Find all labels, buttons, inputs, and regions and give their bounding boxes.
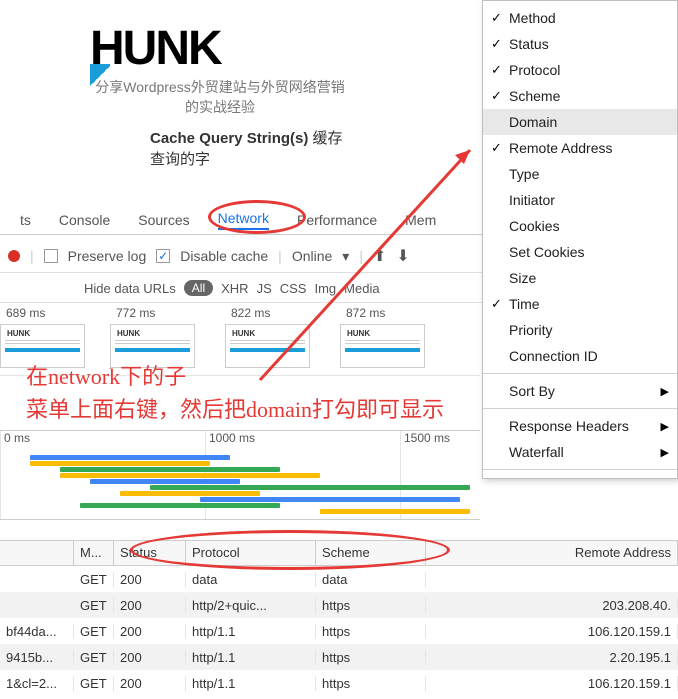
waterfall-bar	[60, 473, 320, 478]
waterfall-bar	[30, 455, 230, 460]
tab-sources[interactable]: Sources	[138, 212, 189, 228]
check-icon: ✓	[491, 296, 509, 312]
waterfall-bar	[80, 503, 280, 508]
filter-media[interactable]: Media	[344, 281, 379, 296]
waterfall-bar	[90, 479, 240, 484]
ctx-item-protocol[interactable]: ✓Protocol	[483, 57, 677, 83]
disable-cache-label: Disable cache	[180, 248, 268, 264]
record-icon[interactable]	[8, 250, 20, 262]
ctx-item-time[interactable]: ✓Time	[483, 291, 677, 317]
submenu-arrow-icon: ▶	[661, 446, 669, 459]
subtitle: Cache Query String(s) 缓存查询的字	[150, 127, 350, 169]
waterfall-bar	[60, 467, 280, 472]
annotation-line2: 菜单上面右键，然后把domain打勾即可显示	[26, 393, 486, 426]
waterfall-tick-label: 0 ms	[4, 431, 30, 445]
disable-cache-checkbox[interactable]	[156, 249, 170, 263]
ctx-item-remote-address[interactable]: ✓Remote Address	[483, 135, 677, 161]
filter-css[interactable]: CSS	[280, 281, 307, 296]
tab-ts[interactable]: ts	[20, 212, 31, 228]
table-row[interactable]: bf44da...GET200http/1.1https106.120.159.…	[0, 618, 678, 644]
waterfall-overview[interactable]: 0 ms 1000 ms 1500 ms	[0, 430, 480, 520]
ctx-group-sort-by[interactable]: Sort By▶	[483, 378, 677, 404]
thumb-label: 772 ms	[116, 306, 155, 320]
thumbnail[interactable]: HUNK	[340, 324, 425, 368]
waterfall-bar	[320, 509, 470, 514]
upload-icon[interactable]: ⬆	[373, 246, 386, 266]
table-row[interactable]: GET200http/2+quic...https203.208.40.	[0, 592, 678, 618]
col-name[interactable]	[0, 541, 74, 565]
ctx-item-cookies[interactable]: Cookies	[483, 213, 677, 239]
ctx-item-set-cookies[interactable]: Set Cookies	[483, 239, 677, 265]
ctx-group-response-headers[interactable]: Response Headers▶	[483, 413, 677, 439]
thumb-label: 689 ms	[6, 306, 45, 320]
waterfall-tick-label: 1000 ms	[209, 431, 255, 445]
thumbnail[interactable]: HUNK	[225, 324, 310, 368]
col-method[interactable]: M...	[74, 541, 114, 565]
waterfall-bar	[30, 461, 210, 466]
filter-all[interactable]: All	[184, 280, 213, 296]
submenu-arrow-icon: ▶	[661, 385, 669, 398]
header: HUNK 分享Wordpress外贸建站与外贸网络营销的实战经验 Cache Q…	[90, 25, 350, 169]
thumb-label: 822 ms	[231, 306, 270, 320]
ctx-item-status[interactable]: ✓Status	[483, 31, 677, 57]
hide-data-urls-label: Hide data URLs	[84, 281, 176, 296]
preserve-log-checkbox[interactable]	[44, 249, 58, 263]
waterfall-bar	[120, 491, 260, 496]
table-row[interactable]: 1&cl=2...GET200http/1.1https106.120.159.…	[0, 670, 678, 696]
request-rows: GET200datadataGET200http/2+quic...https2…	[0, 566, 678, 696]
col-status[interactable]: Status	[114, 541, 186, 565]
ctx-group-waterfall[interactable]: Waterfall▶	[483, 439, 677, 465]
ctx-item-domain[interactable]: Domain	[483, 109, 677, 135]
ctx-item-size[interactable]: Size	[483, 265, 677, 291]
waterfall-bar	[200, 497, 460, 502]
filter-img[interactable]: Img	[314, 281, 336, 296]
check-icon: ✓	[491, 140, 509, 156]
tab-console[interactable]: Console	[59, 212, 110, 228]
waterfall-tick-label: 1500 ms	[404, 431, 450, 445]
tab-performance[interactable]: Performance	[297, 212, 377, 228]
table-row[interactable]: GET200datadata	[0, 566, 678, 592]
throttle-dropdown-icon[interactable]: ▾	[342, 248, 349, 265]
ctx-item-method[interactable]: ✓Method	[483, 5, 677, 31]
filter-xhr[interactable]: XHR	[221, 281, 248, 296]
check-icon: ✓	[491, 36, 509, 52]
column-context-menu: ✓Method✓Status✓Protocol✓SchemeDomain✓Rem…	[482, 0, 678, 479]
tab-network[interactable]: Network	[218, 210, 269, 230]
ctx-item-priority[interactable]: Priority	[483, 317, 677, 343]
table-header[interactable]: M... Status Protocol Scheme Remote Addre…	[0, 540, 678, 566]
check-icon: ✓	[491, 88, 509, 104]
ctx-item-scheme[interactable]: ✓Scheme	[483, 83, 677, 109]
preserve-log-label: Preserve log	[68, 248, 147, 264]
ctx-item-type[interactable]: Type	[483, 161, 677, 187]
col-remote[interactable]: Remote Address	[426, 541, 678, 565]
thumbnail[interactable]: HUNK	[110, 324, 195, 368]
tagline: 分享Wordpress外贸建站与外贸网络营销的实战经验	[90, 77, 350, 117]
waterfall-bar	[150, 485, 470, 490]
thumbnail[interactable]: HUNK	[0, 324, 85, 368]
tab-memory[interactable]: Mem	[405, 212, 436, 228]
ctx-item-connection-id[interactable]: Connection ID	[483, 343, 677, 369]
timeline-thumbnails: 689 ms HUNK 772 ms HUNK 822 ms HUNK 872 ms HUNK	[0, 306, 480, 376]
subtitle-en: Cache Query String(s)	[150, 130, 308, 147]
table-row[interactable]: 9415b...GET200http/1.1https2.20.195.1	[0, 644, 678, 670]
download-icon[interactable]: ⬇	[396, 246, 409, 266]
check-icon: ✓	[491, 10, 509, 26]
logo: HUNK	[90, 25, 350, 73]
check-icon: ✓	[491, 62, 509, 78]
col-protocol[interactable]: Protocol	[186, 541, 316, 565]
filter-js[interactable]: JS	[257, 281, 272, 296]
thumb-label: 872 ms	[346, 306, 385, 320]
submenu-arrow-icon: ▶	[661, 420, 669, 433]
ctx-item-initiator[interactable]: Initiator	[483, 187, 677, 213]
col-scheme[interactable]: Scheme	[316, 541, 426, 565]
online-label[interactable]: Online	[292, 248, 332, 264]
